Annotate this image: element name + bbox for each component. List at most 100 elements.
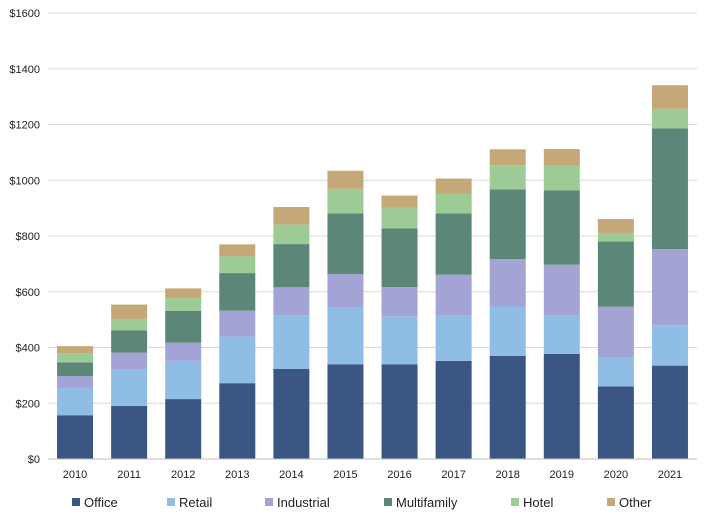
bar-segment-hotel-2021: [651, 108, 688, 129]
bar-segment-hotel-2011: [111, 319, 148, 331]
bar-segment-multifamily-2013: [219, 273, 256, 311]
bar-segment-retail-2013: [219, 336, 256, 384]
bars: [57, 85, 688, 459]
bar-segment-multifamily-2015: [327, 213, 364, 275]
bar-segment-office-2010: [57, 415, 94, 459]
bar-segment-office-2020: [597, 386, 634, 459]
bar-segment-industrial-2014: [273, 287, 310, 316]
legend: Office Retail Industrial Multifamily Hotel Ot…: [72, 495, 652, 510]
x-tick-label: 2021: [658, 469, 682, 481]
bar-segment-industrial-2021: [651, 249, 688, 326]
bar-segment-multifamily-2010: [57, 362, 94, 377]
x-tick-label: 2020: [604, 469, 628, 481]
bar-segment-other-2013: [219, 244, 256, 257]
x-tick-label: 2014: [279, 469, 303, 481]
bar-segment-hotel-2017: [435, 193, 472, 214]
legend-label-retail: Retail: [179, 495, 212, 510]
bar-segment-multifamily-2014: [273, 244, 310, 288]
y-tick-label: $1000: [9, 175, 40, 187]
bar-segment-multifamily-2021: [651, 128, 688, 250]
bar-segment-multifamily-2019: [543, 190, 580, 265]
bar-segment-office-2021: [651, 365, 688, 459]
bar-segment-retail-2016: [381, 316, 418, 365]
x-tick-label: 2012: [171, 469, 195, 481]
bar-segment-office-2012: [165, 399, 202, 459]
bar-segment-multifamily-2011: [111, 330, 148, 353]
bar-segment-retail-2021: [651, 325, 688, 366]
bar-segment-other-2011: [111, 304, 148, 320]
bar-segment-industrial-2016: [381, 287, 418, 317]
bar-segment-industrial-2013: [219, 310, 256, 337]
legend-swatch-industrial: [265, 498, 273, 506]
bar-segment-industrial-2010: [57, 376, 94, 388]
bar-segment-retail-2020: [597, 357, 634, 387]
legend-label-industrial: Industrial: [277, 495, 330, 510]
bar-segment-office-2016: [381, 364, 418, 459]
legend-swatch-hotel: [511, 498, 519, 506]
bar-segment-office-2018: [489, 355, 526, 459]
bar-segment-retail-2011: [111, 369, 148, 407]
bar-segment-other-2014: [273, 207, 310, 225]
bar-segment-industrial-2012: [165, 342, 202, 361]
bar-segment-hotel-2012: [165, 298, 202, 311]
y-tick-label: $0: [28, 454, 40, 466]
y-tick-label: $1200: [9, 120, 40, 132]
legend-swatch-office: [72, 498, 80, 506]
bar-segment-hotel-2016: [381, 207, 418, 229]
x-tick-label: 2018: [495, 469, 519, 481]
bar-segment-multifamily-2012: [165, 310, 202, 343]
bar-segment-multifamily-2017: [435, 213, 472, 275]
bar-segment-office-2011: [111, 406, 148, 459]
bar-segment-hotel-2014: [273, 224, 310, 245]
bar-segment-hotel-2015: [327, 188, 364, 214]
bar-segment-office-2019: [543, 353, 580, 459]
bar-segment-industrial-2019: [543, 264, 580, 316]
bar-segment-multifamily-2020: [597, 241, 634, 307]
bar-segment-office-2014: [273, 368, 310, 459]
y-tick-label: $1600: [9, 8, 40, 20]
gridlines: [48, 12, 697, 404]
x-tick-label: 2017: [441, 469, 465, 481]
legend-swatch-other: [607, 498, 615, 506]
bar-segment-retail-2014: [273, 315, 310, 369]
x-tick-label: 2011: [117, 469, 141, 481]
bar-segment-retail-2012: [165, 360, 202, 400]
legend-label-multifamily: Multifamily: [396, 495, 458, 510]
bar-segment-industrial-2015: [327, 274, 364, 308]
bar-segment-hotel-2020: [597, 232, 634, 242]
x-tick-label: 2013: [225, 469, 249, 481]
bar-segment-office-2013: [219, 383, 256, 459]
bar-segment-retail-2010: [57, 387, 94, 416]
bar-segment-other-2020: [597, 218, 634, 233]
legend-swatch-retail: [167, 498, 175, 506]
legend-swatch-multifamily: [384, 498, 392, 506]
bar-segment-other-2016: [381, 195, 418, 208]
bar-segment-multifamily-2018: [489, 189, 526, 260]
bar-segment-hotel-2019: [543, 165, 580, 191]
bar-segment-other-2010: [57, 346, 94, 354]
bar-segment-multifamily-2016: [381, 228, 418, 288]
x-tick-label: 2016: [387, 469, 411, 481]
x-tick-label: 2010: [63, 469, 87, 481]
bar-segment-office-2015: [327, 364, 364, 459]
bar-segment-industrial-2020: [597, 306, 634, 358]
bar-segment-retail-2018: [489, 306, 526, 356]
bar-segment-office-2017: [435, 360, 472, 459]
x-tick-label: 2015: [333, 469, 357, 481]
bar-segment-retail-2017: [435, 315, 472, 361]
bar-segment-industrial-2018: [489, 259, 526, 307]
bar-segment-other-2012: [165, 288, 202, 299]
legend-label-other: Other: [619, 495, 652, 510]
y-tick-label: $600: [16, 287, 40, 299]
y-tick-label: $200: [16, 398, 40, 410]
bar-segment-hotel-2018: [489, 165, 526, 190]
bar-segment-hotel-2010: [57, 353, 94, 363]
bar-segment-other-2017: [435, 178, 472, 194]
bar-segment-other-2018: [489, 149, 526, 166]
bar-segment-industrial-2017: [435, 274, 472, 316]
bar-segment-hotel-2013: [219, 256, 256, 274]
bar-segment-retail-2015: [327, 307, 364, 365]
y-tick-label: $800: [16, 231, 40, 243]
bar-segment-other-2021: [651, 85, 688, 109]
